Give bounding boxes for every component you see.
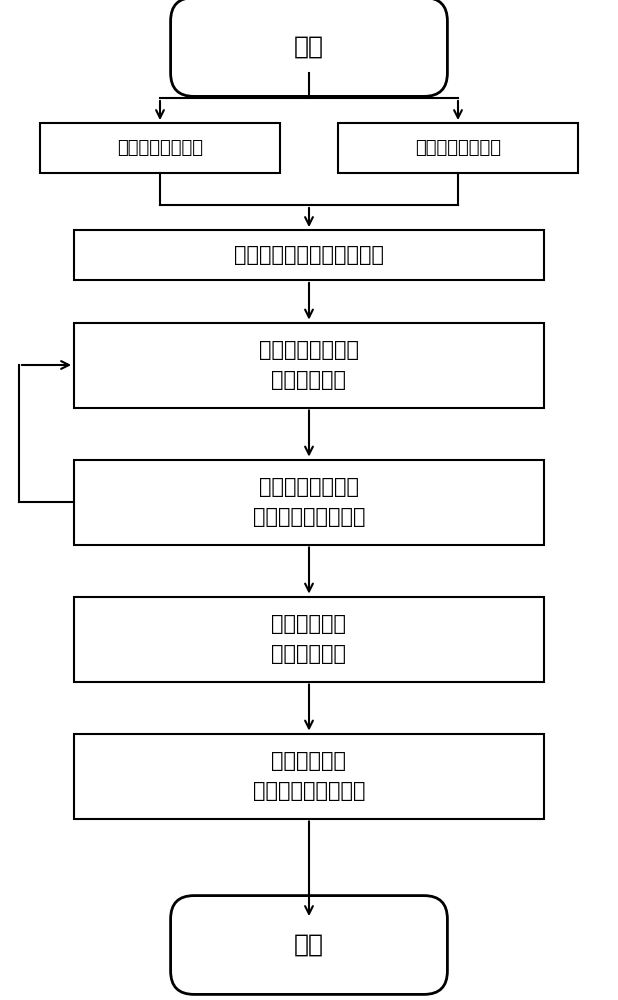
Bar bbox=[74, 734, 544, 818]
Text: 根据决策目标
选取对应单跑道方位: 根据决策目标 选取对应单跑道方位 bbox=[253, 751, 365, 801]
Bar bbox=[74, 596, 544, 682]
Text: 量化影响程度
确定决策目标: 量化影响程度 确定决策目标 bbox=[271, 614, 347, 664]
Text: 依据风向确定跑道方位范围: 依据风向确定跑道方位范围 bbox=[234, 245, 384, 265]
Bar bbox=[338, 123, 578, 173]
Text: 计算飞机起飞阶段
污染物排放量: 计算飞机起飞阶段 污染物排放量 bbox=[259, 340, 359, 390]
Bar bbox=[74, 322, 544, 408]
Text: 预测气象信息数据: 预测气象信息数据 bbox=[415, 139, 501, 157]
Text: 开始: 开始 bbox=[294, 35, 324, 59]
Bar bbox=[40, 123, 280, 173]
FancyBboxPatch shape bbox=[171, 0, 447, 96]
Text: 结束: 结束 bbox=[294, 933, 324, 957]
FancyBboxPatch shape bbox=[171, 896, 447, 994]
Bar bbox=[74, 460, 544, 544]
Text: 评估跑道不同方位
对污染物的扩散影响: 评估跑道不同方位 对污染物的扩散影响 bbox=[253, 477, 365, 527]
Text: 预测航班信息数据: 预测航班信息数据 bbox=[117, 139, 203, 157]
Bar bbox=[74, 230, 544, 280]
